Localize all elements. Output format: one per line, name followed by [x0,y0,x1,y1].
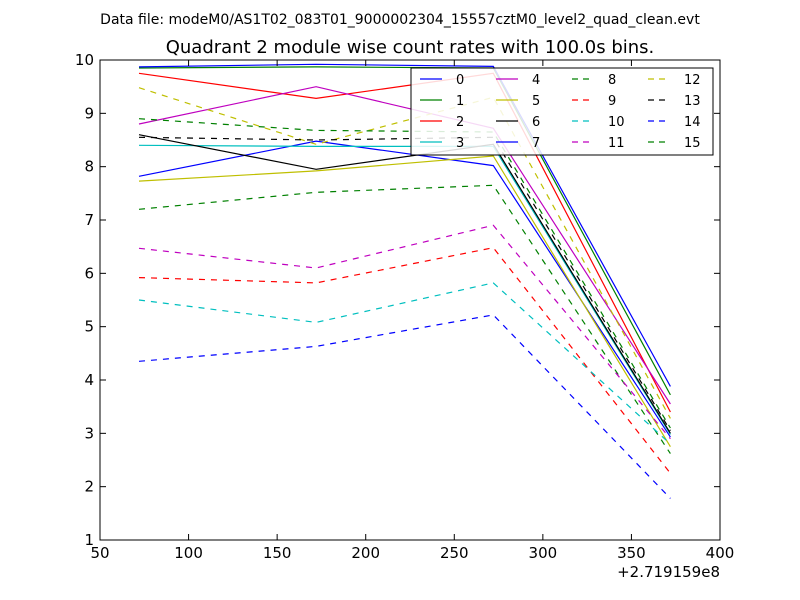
y-tick-label: 10 [75,51,94,69]
x-tick-label: 400 [706,544,735,562]
legend-label-1: 1 [456,94,464,109]
plot-frame [99,59,721,541]
legend-label-14: 14 [684,115,701,130]
series-line-9 [138,247,671,474]
x-tick-label: 350 [617,544,646,562]
x-tick-label: 150 [263,544,292,562]
y-tick-label: 7 [84,211,94,229]
series-line-2 [138,72,671,413]
legend-box [410,67,714,156]
x-tick-label: 250 [440,544,469,562]
series-line-12 [138,87,671,419]
x-tick-label: 300 [529,544,558,562]
x-axis-offset-label: +2.719159e8 [617,563,720,581]
series-line-4 [138,86,671,405]
legend-label-2: 2 [456,115,464,130]
series-line-15 [138,118,671,429]
legend-label-15: 15 [684,136,701,151]
y-tick-label: 2 [84,478,94,496]
figure-suptitle: Data file: modeM0/AS1T02_083T01_90000023… [100,12,700,28]
legend-label-11: 11 [608,136,625,151]
chart-title: Quadrant 2 module wise count rates with … [166,37,655,58]
series-line-6 [138,134,671,434]
y-tick-label: 6 [84,264,94,282]
series-line-3 [138,144,671,435]
x-tick-label: 200 [351,544,380,562]
y-tick-label: 4 [84,371,94,389]
series-line-5 [138,155,671,448]
legend-label-5: 5 [532,94,540,109]
series-line-14 [138,314,671,499]
legend-label-12: 12 [684,73,701,88]
series-line-7 [138,63,671,387]
y-tick-label: 3 [84,424,94,442]
legend-label-6: 6 [532,115,540,130]
series-line-13 [138,136,671,432]
y-tick-label: 5 [84,318,94,336]
y-tick-label: 8 [84,158,94,176]
series-line-10 [138,282,671,445]
legend-label-10: 10 [608,115,625,130]
series-line-0 [138,140,671,438]
legend-label-8: 8 [608,73,616,88]
series-line-8 [138,184,671,454]
x-tick-label: 100 [174,544,203,562]
legend-label-9: 9 [608,94,616,109]
x-tick-label: 50 [90,544,109,562]
y-tick-label: 9 [84,104,94,122]
legend-label-4: 4 [532,73,540,88]
series-line-11 [138,224,671,440]
legend-label-0: 0 [456,73,464,88]
legend-label-13: 13 [684,94,701,109]
series-line-1 [138,66,671,396]
legend-label-3: 3 [456,136,464,151]
legend-label-7: 7 [532,136,540,151]
plot-area [138,63,671,499]
y-tick-label: 1 [84,531,94,549]
